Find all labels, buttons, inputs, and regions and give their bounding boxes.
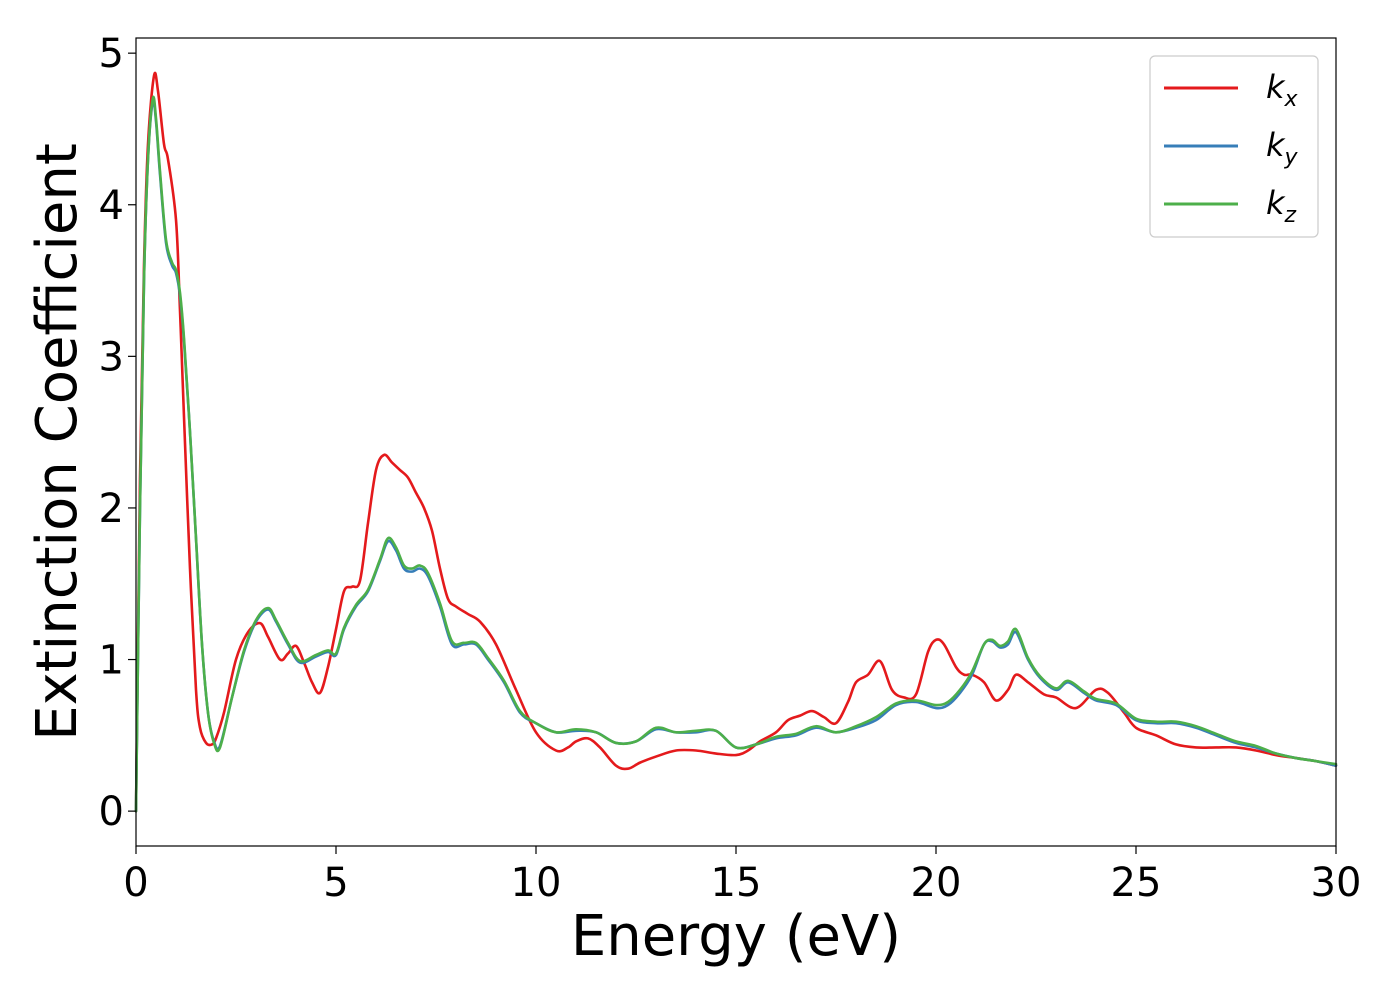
series-layer — [134, 71, 1338, 813]
x-axis-title: Energy (eV) — [571, 904, 901, 969]
y-tick-label: 4 — [99, 183, 124, 229]
legend-label-subscript: x — [1284, 87, 1299, 112]
x-tick-label: 20 — [911, 860, 962, 906]
y-axis-title: Extinction Coefficient — [25, 143, 90, 741]
x-tick-label: 25 — [1111, 860, 1162, 906]
y-tick-label: 3 — [99, 334, 124, 380]
y-tick-label: 0 — [99, 789, 124, 835]
series-line-kx — [134, 71, 1338, 813]
y-tick-label: 1 — [99, 638, 124, 684]
y-axis: 0 1 2 3 4 5 — [99, 31, 136, 835]
x-tick-label: 0 — [123, 860, 148, 906]
y-tick-label: 5 — [99, 31, 124, 77]
legend-label-subscript: z — [1284, 203, 1297, 228]
x-tick-label: 15 — [711, 860, 762, 906]
legend-label-subscript: y — [1284, 145, 1299, 170]
y-tick-label: 2 — [99, 486, 124, 532]
x-tick-label: 10 — [511, 860, 562, 906]
x-tick-label: 5 — [323, 860, 348, 906]
series-line-kz — [134, 95, 1338, 813]
plot-area — [136, 38, 1336, 846]
x-tick-label: 30 — [1311, 860, 1362, 906]
x-axis: 0 5 10 15 20 25 30 — [123, 846, 1361, 906]
